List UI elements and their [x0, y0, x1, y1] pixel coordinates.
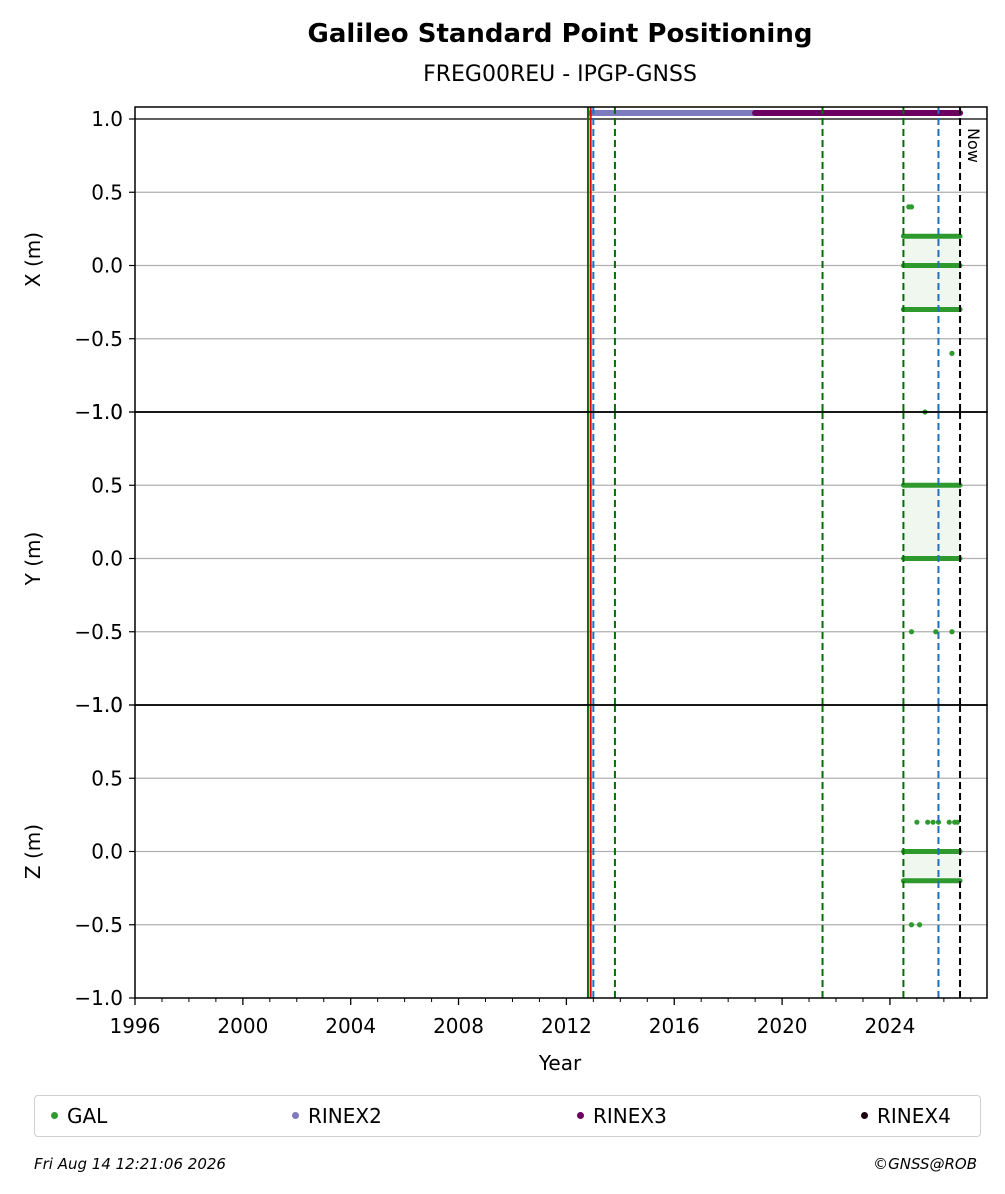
data-point [935, 819, 942, 825]
panel-frame [134, 704, 988, 999]
y-tick-label: 0.5 [91, 180, 123, 204]
data-point [930, 819, 936, 825]
chart-title: Galileo Standard Point Positioning [308, 19, 813, 49]
panel-3: −1.0 −0.5 0.0 0.5 1.0 Z (m) [21, 693, 988, 1010]
series-gal [900, 482, 963, 635]
y-tick-label: −0.5 [74, 620, 123, 644]
x-tick-label: 2024 [864, 1014, 915, 1038]
y-axis-label: Z (m) [21, 824, 45, 879]
legend: GAL RINEX2 RINEX3 RINEX4 [34, 1095, 981, 1137]
x-tick-label: 2004 [325, 1014, 376, 1038]
y-tick-label: 0.0 [91, 547, 123, 571]
data-point [949, 350, 955, 356]
legend-marker-gal [51, 1112, 58, 1119]
y-tick-label: 0.5 [91, 473, 123, 497]
panel-2: −1.0 −0.5 0.0 0.5 1.0 Y (m) [21, 400, 988, 717]
legend-label-rinex2: RINEX2 [308, 1104, 382, 1128]
legend-item-rinex2: RINEX2 [292, 1105, 382, 1127]
now-label: Now [964, 128, 983, 163]
legend-marker-rinex3 [577, 1112, 584, 1119]
data-point [916, 922, 923, 928]
legend-label-rinex3: RINEX3 [593, 1104, 667, 1128]
panel-frame [134, 106, 988, 413]
x-tick-label: 2012 [541, 1014, 592, 1038]
data-point [914, 819, 920, 825]
y-tick-label: 1.0 [91, 107, 123, 131]
data-point [946, 819, 952, 825]
x-axis-label: Year [538, 1051, 582, 1075]
y-tick-label: −0.5 [74, 913, 123, 937]
y-tick-label: −0.5 [74, 327, 123, 351]
y-axis-label: Y (m) [21, 532, 45, 587]
x-tick-label: 2020 [757, 1014, 808, 1038]
y-tick-label: 1.0 [91, 693, 123, 717]
footer-credit: ©GNSS@ROB [873, 1155, 977, 1173]
x-tick-label: 2000 [217, 1014, 268, 1038]
data-spread-area [903, 485, 961, 559]
legend-label-gal: GAL [67, 1104, 108, 1128]
spp-chart: Galileo Standard Point Positioning FREG0… [21, 19, 988, 1075]
data-spread-area [903, 236, 961, 310]
y-tick-label: 1.0 [91, 400, 123, 424]
series-gal [900, 204, 963, 415]
legend-item-rinex3: RINEX3 [577, 1105, 667, 1127]
legend-marker-rinex2 [292, 1112, 299, 1119]
y-tick-label: 0.0 [91, 840, 123, 864]
y-tick-label: −1.0 [74, 400, 123, 424]
y-tick-label: 0.0 [91, 254, 123, 278]
legend-label-rinex4: RINEX4 [877, 1104, 951, 1128]
data-point [908, 629, 915, 635]
data-point [908, 922, 915, 928]
panel-1: −1.0 −0.5 0.0 0.5 1.0 X (m) [21, 106, 988, 424]
x-tick-label: 2008 [433, 1014, 484, 1038]
chart-subtitle: FREG00REU - IPGP-GNSS [423, 62, 697, 87]
data-point [908, 204, 915, 210]
data-point [925, 819, 931, 825]
x-tick-label: 2016 [649, 1014, 700, 1038]
y-tick-label: −1.0 [74, 693, 123, 717]
legend-marker-rinex4 [861, 1112, 868, 1119]
footer-timestamp: Fri Aug 14 12:21:06 2026 [34, 1155, 226, 1173]
series-gal [900, 819, 963, 928]
legend-item-gal: GAL [51, 1105, 107, 1127]
legend-item-rinex4: RINEX4 [861, 1105, 951, 1127]
data-point [933, 629, 939, 635]
data-point [954, 819, 960, 825]
y-tick-label: −1.0 [74, 986, 123, 1010]
y-tick-label: 0.5 [91, 766, 123, 790]
data-point [949, 629, 955, 635]
y-axis-label: X (m) [21, 232, 45, 287]
x-tick-label: 1996 [110, 1014, 161, 1038]
data-spread-area [903, 851, 961, 881]
